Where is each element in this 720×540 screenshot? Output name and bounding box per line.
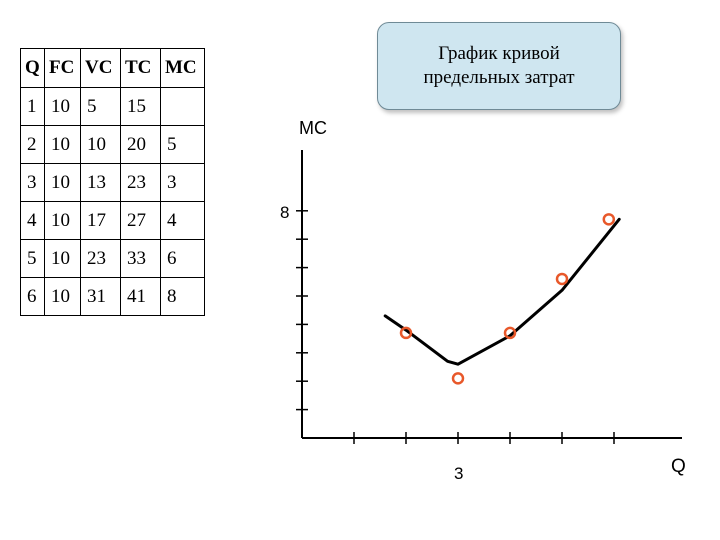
cell-fc: 10 (44, 201, 81, 240)
cell-tc: 33 (120, 239, 161, 278)
cell-fc: 10 (44, 239, 81, 278)
cell-tc: 23 (120, 163, 161, 202)
header-tc: TC (120, 48, 161, 88)
table-row: 6 10 31 41 8 (20, 277, 205, 316)
table-header-row: Q FC VC TC MC (20, 48, 205, 88)
cell-mc: 3 (160, 163, 205, 202)
table-row: 5 10 23 33 6 (20, 239, 205, 278)
cell-mc: 6 (160, 239, 205, 278)
data-point (503, 326, 517, 340)
header-fc: FC (44, 48, 81, 88)
y-axis-label: MC (299, 118, 327, 138)
cell-vc: 23 (80, 239, 121, 278)
data-point (602, 213, 616, 226)
cell-fc: 10 (44, 277, 81, 316)
table-row: 1 10 5 15 (20, 87, 205, 126)
data-point (451, 372, 465, 385)
data-point (399, 326, 413, 340)
chart-markers (399, 213, 616, 385)
table-row: 3 10 13 23 3 (20, 163, 205, 202)
cell-fc: 10 (44, 87, 81, 126)
x-tick-label: 3 (454, 464, 463, 483)
y-tick-label: 8 (280, 203, 289, 222)
cell-fc: 10 (44, 125, 81, 164)
cell-vc: 5 (80, 87, 121, 126)
cell-q: 1 (20, 87, 45, 126)
cell-q: 5 (20, 239, 45, 278)
x-axis-label: Q (671, 456, 686, 477)
chart-ticks: 38 (280, 203, 615, 483)
mc-curve-line (383, 217, 621, 366)
cell-mc: 4 (160, 201, 205, 240)
cell-fc: 10 (44, 163, 81, 202)
cell-vc: 13 (80, 163, 121, 202)
chart-axes (301, 150, 682, 439)
cell-tc: 41 (120, 277, 161, 316)
cost-table: Q FC VC TC MC 1 10 5 15 2 10 10 20 5 3 1… (20, 48, 205, 316)
chart-title-box: График кривой предельных затрат (377, 22, 621, 110)
cell-mc: 8 (160, 277, 205, 316)
cell-q: 6 (20, 277, 45, 316)
cell-mc: 5 (160, 125, 205, 164)
data-point (555, 272, 569, 286)
